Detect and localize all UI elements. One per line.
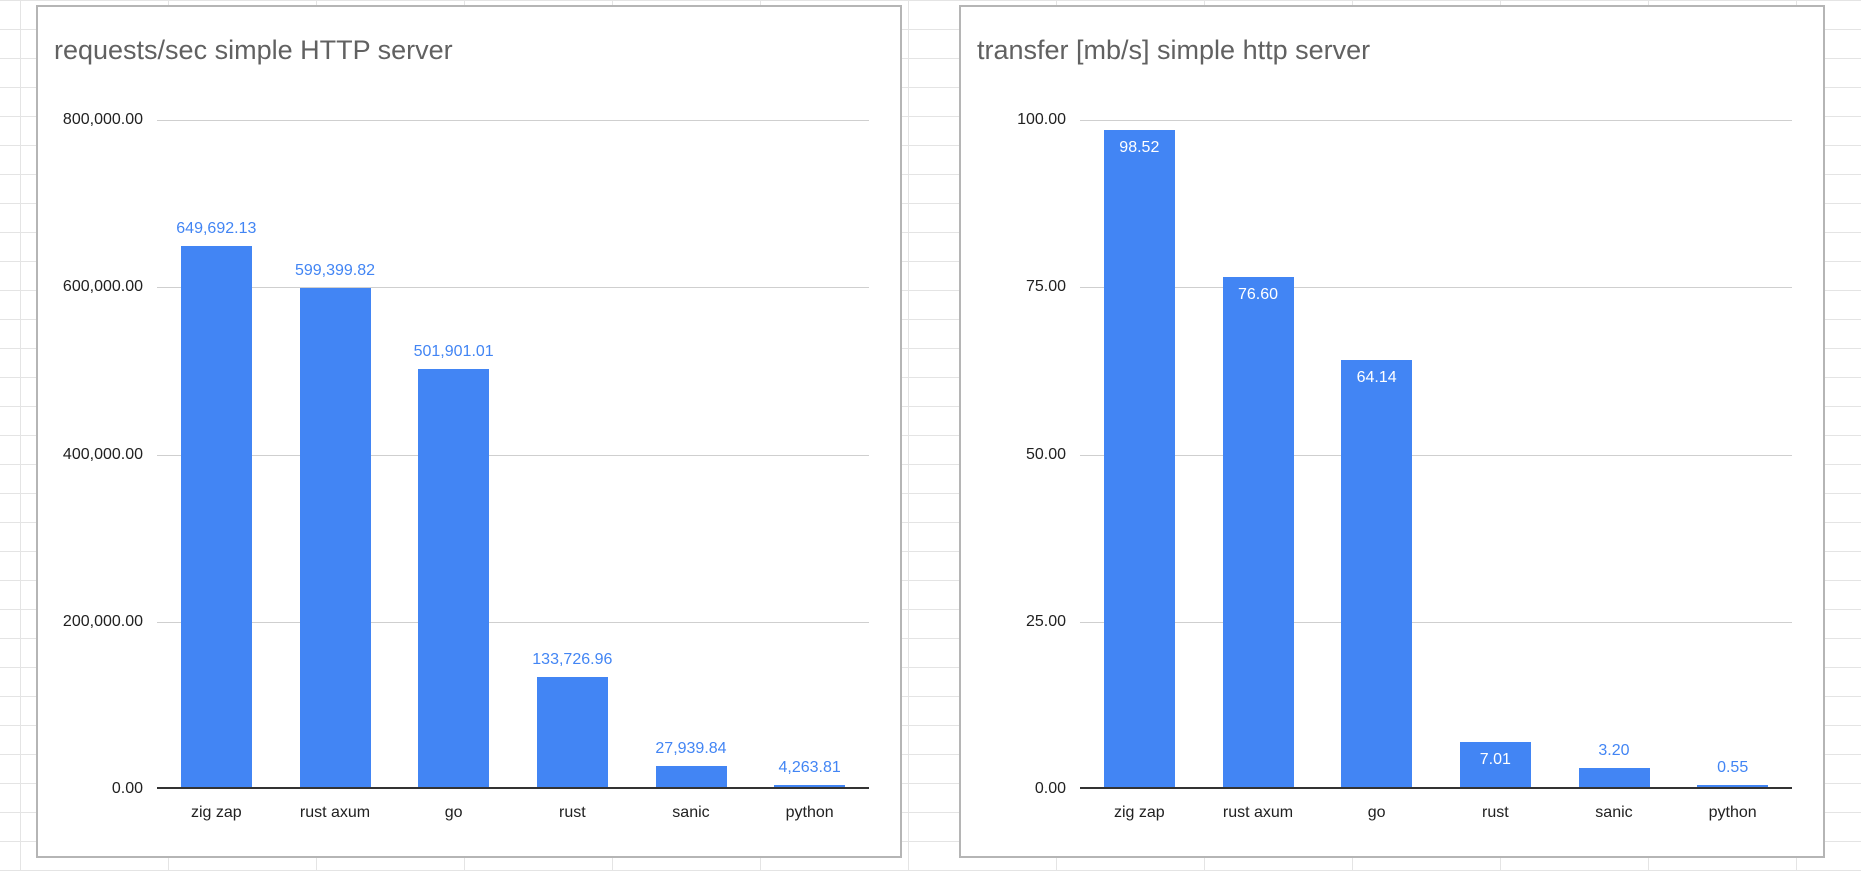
bar-rust-axum[interactable] bbox=[299, 287, 371, 789]
bar-value-label: 3.20 bbox=[1598, 741, 1630, 759]
chart-title: requests/sec simple HTTP server bbox=[54, 35, 453, 65]
x-axis-category-label: rust axum bbox=[299, 804, 371, 821]
x-axis-line bbox=[157, 787, 869, 789]
bar-go[interactable] bbox=[1341, 359, 1413, 789]
bar-rust[interactable] bbox=[536, 677, 608, 789]
y-axis-tick-label: 800,000.00 bbox=[62, 111, 143, 128]
chart-card-transfer-mbs[interactable]: transfer [mb/s] simple http server 98.52… bbox=[959, 5, 1825, 858]
y-axis-tick-label: 50.00 bbox=[1025, 445, 1066, 463]
y-axis-tick-label: 600,000.00 bbox=[62, 278, 143, 296]
x-axis-category-label: python bbox=[1708, 804, 1757, 821]
y-axis-tick-label: 400,000.00 bbox=[62, 445, 143, 463]
chart-title: transfer [mb/s] simple http server bbox=[977, 35, 1371, 65]
bar-value-label: 76.60 bbox=[1237, 285, 1279, 303]
bar-zig-zap[interactable] bbox=[180, 245, 252, 789]
y-axis-tick-label: 75.00 bbox=[1025, 278, 1066, 296]
gridline bbox=[157, 621, 869, 623]
bar-rust[interactable] bbox=[1459, 742, 1531, 789]
x-axis-category-label: go bbox=[1367, 804, 1386, 821]
bar-value-label: 649,692.13 bbox=[176, 219, 257, 237]
bar-value-label: 64.14 bbox=[1356, 368, 1397, 386]
y-axis-tick-label: 0.00 bbox=[1034, 780, 1066, 797]
gridline bbox=[1080, 287, 1792, 289]
x-axis-category-label: rust bbox=[558, 804, 586, 821]
bar-value-label: 27,939.84 bbox=[655, 739, 727, 757]
x-axis-category-label: go bbox=[444, 804, 463, 821]
y-axis-tick-label: 25.00 bbox=[1025, 612, 1066, 630]
bar-value-label: 599,399.82 bbox=[294, 261, 376, 279]
bar-value-label: 133,726.96 bbox=[532, 651, 613, 669]
bar-zig-zap[interactable] bbox=[1103, 129, 1175, 789]
bar-value-label: 501,901.01 bbox=[413, 343, 494, 361]
y-axis-tick-label: 200,000.00 bbox=[62, 612, 143, 630]
x-axis-category-label: rust axum bbox=[1222, 804, 1294, 821]
x-axis-category-label: python bbox=[785, 804, 834, 821]
bar-value-label: 4,263.81 bbox=[778, 759, 841, 777]
x-axis-category-label: sanic bbox=[672, 804, 710, 821]
x-axis-category-label: zig zap bbox=[1113, 804, 1165, 821]
x-axis-category-label: rust bbox=[1481, 804, 1509, 821]
gridline bbox=[157, 120, 869, 121]
gridline bbox=[157, 454, 869, 456]
x-axis-category-label: zig zap bbox=[190, 804, 242, 821]
bar-sanic[interactable] bbox=[655, 765, 727, 789]
plot-area: 98.52 76.60 64.14 7.01 3.20 0.55 bbox=[1080, 120, 1792, 789]
y-axis-tick-label: 100.00 bbox=[1017, 111, 1066, 128]
gridline bbox=[1080, 621, 1792, 623]
bar-go[interactable] bbox=[418, 369, 490, 789]
x-axis-line bbox=[1080, 787, 1792, 789]
bar-sanic[interactable] bbox=[1578, 767, 1650, 789]
bar-value-label: 0.55 bbox=[1717, 759, 1749, 777]
bar-value-label: 98.52 bbox=[1119, 138, 1160, 156]
gridline bbox=[1080, 454, 1792, 456]
bar-rust-axum[interactable] bbox=[1222, 276, 1294, 789]
y-axis-tick-label: 0.00 bbox=[111, 780, 143, 797]
gridline bbox=[157, 287, 869, 289]
gridline bbox=[1080, 120, 1792, 121]
x-axis-category-label: sanic bbox=[1595, 804, 1633, 821]
chart-card-requests-per-sec[interactable]: requests/sec simple HTTP server 649,692.… bbox=[36, 5, 902, 858]
bar-value-label: 7.01 bbox=[1479, 751, 1511, 769]
plot-area: 649,692.13 599,399.82 501,901.01 133,726.96… bbox=[157, 120, 869, 789]
